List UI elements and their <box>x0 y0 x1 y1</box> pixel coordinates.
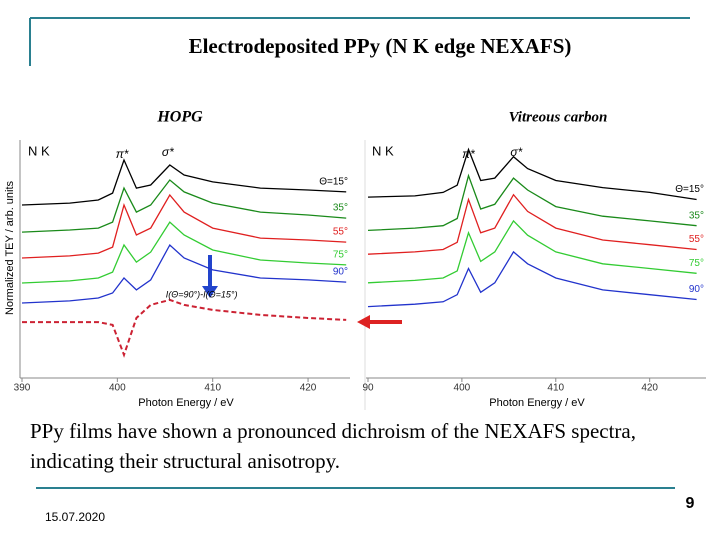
panel-title: HOPG <box>156 109 203 126</box>
panel-title: Vitreous carbon <box>509 109 608 125</box>
series-label: 75° <box>333 250 348 261</box>
spectrum-line <box>21 221 347 284</box>
arrow-head <box>202 286 218 298</box>
series-label: 90° <box>333 267 348 278</box>
spectrum-line <box>21 193 347 259</box>
x-tick-label: 390 <box>14 383 31 394</box>
spectrum-line <box>367 193 697 255</box>
series-label: 35° <box>689 210 704 221</box>
peak-label: σ* <box>510 145 522 159</box>
x-tick-label: 400 <box>109 383 126 394</box>
spectrum-line <box>21 243 347 304</box>
peak-label: σ* <box>162 145 174 159</box>
x-tick-label: 420 <box>641 383 658 394</box>
curve-label: I(Θ=90°)-I(Θ=15°) <box>166 289 238 299</box>
x-tick-label: 90 <box>362 383 374 394</box>
slide-title: Electrodeposited PPy (N K edge NEXAFS) <box>189 34 572 58</box>
series-label: Θ=15° <box>675 184 704 195</box>
x-tick-label: 400 <box>454 383 471 394</box>
series-label: 75° <box>689 258 704 269</box>
x-tick-label: 410 <box>204 383 221 394</box>
edge-label: N K <box>28 143 50 158</box>
date: 15.07.2020 <box>45 510 105 524</box>
spectrum-line <box>367 250 697 308</box>
series-label: 35° <box>333 203 348 214</box>
peak-label: π* <box>116 147 129 161</box>
y-axis-label: Normalized TEY / arb. units <box>4 180 16 315</box>
series-label: Θ=15° <box>319 177 348 188</box>
x-tick-label: 410 <box>547 383 564 394</box>
x-tick-label: 420 <box>300 383 317 394</box>
page-number: 9 <box>686 495 695 512</box>
x-axis-label: Photon Energy / eV <box>489 397 585 409</box>
body-text: PPy films have shown a pronounced dichro… <box>30 419 636 473</box>
spectrum-line <box>22 298 347 358</box>
edge-label: N K <box>372 143 394 158</box>
series-label: 90° <box>689 284 704 295</box>
spectrum-line <box>367 219 697 284</box>
spectrum-line <box>367 147 697 201</box>
spectrum-line <box>21 158 347 206</box>
series-label: 55° <box>333 227 348 238</box>
arrow-head <box>357 315 370 329</box>
x-axis-label: Photon Energy / eV <box>138 397 234 409</box>
spectrum-line <box>367 173 697 232</box>
spectrum-line <box>21 179 347 233</box>
series-label: 55° <box>689 234 704 245</box>
